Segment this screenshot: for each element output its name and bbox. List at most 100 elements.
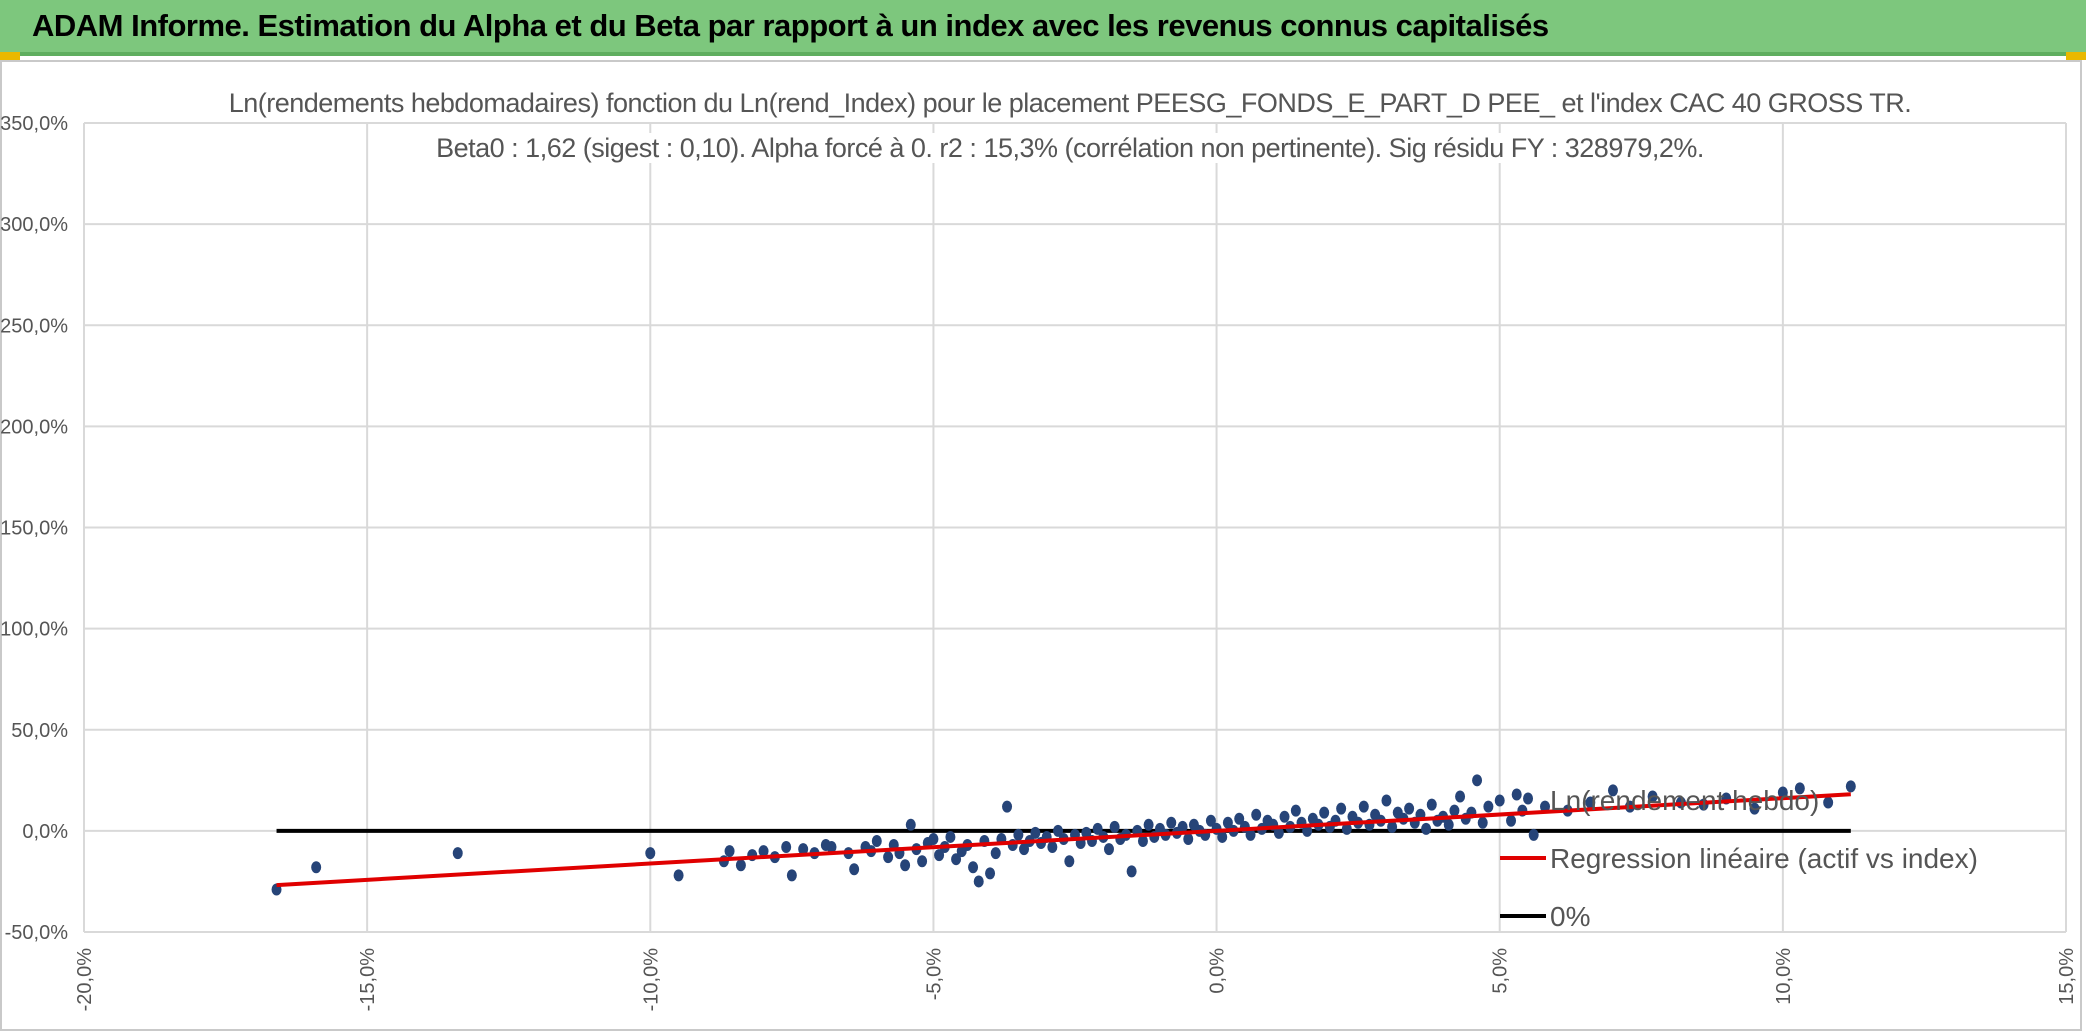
data-point [1823,796,1834,809]
data-point [1443,818,1454,831]
y-tick-label: 200,0% [0,416,68,438]
data-point [1336,802,1347,815]
x-tick-label: 5,0% [1490,948,1512,994]
x-tick-label: -10,0% [640,948,662,1012]
x-tick-label: 15,0% [2056,948,2078,1005]
data-point [1607,784,1618,797]
data-point [735,859,746,872]
report-header: ADAM Informe. Estimation du Alpha et du … [0,0,2086,56]
data-point [1794,782,1805,795]
data-point [905,818,916,831]
data-point [758,845,769,858]
y-tick-label: -50,0% [5,922,69,944]
data-point [1528,828,1539,841]
data-point [1387,820,1398,833]
data-point [645,847,656,860]
x-tick-label: -15,0% [357,948,379,1012]
corner-marker-left [0,52,20,60]
y-tick-label: 0,0% [22,821,68,843]
data-point [1251,808,1262,821]
y-tick-label: 350,0% [0,113,68,135]
data-point [1358,800,1369,813]
data-point [1777,786,1788,799]
data-point [798,843,809,856]
data-point [1319,806,1330,819]
y-tick-label: 150,0% [0,518,68,540]
data-point [900,859,911,872]
regression-line [276,792,1851,888]
data-point [934,849,945,862]
chart-title-line2-text: Beta0 : 1,62 (sigest : 0,10). Alpha forc… [428,133,1712,163]
data-point [781,841,792,854]
y-tick-label: 300,0% [0,214,68,236]
data-point [917,855,928,868]
data-point [1540,800,1551,813]
data-point [973,875,984,888]
y-tick-label: 250,0% [0,315,68,337]
legend-label: Regression linéaire (actif vs index) [1550,843,1978,874]
data-point [1103,843,1114,856]
chart-area [0,60,2082,1031]
data-point [951,853,962,866]
data-point [1426,798,1437,811]
data-point [673,869,684,882]
data-point [1143,818,1154,831]
data-point [1845,780,1856,793]
data-point [1585,796,1596,809]
data-point [1506,814,1517,827]
regression-line-series [276,792,1851,888]
x-tick-label: -5,0% [923,948,945,1000]
data-point [928,832,939,845]
data-point [1064,855,1075,868]
data-point [1245,828,1256,841]
data-point [968,861,979,874]
data-point [311,861,322,874]
data-point [990,847,1001,860]
data-point [985,867,996,880]
data-point [1279,810,1290,823]
data-point [883,851,894,864]
data-point [849,863,860,876]
data-point [1523,792,1534,805]
data-point [1477,816,1488,829]
data-point [1483,800,1494,813]
data-point [1081,826,1092,839]
chart-title-line1-text: Ln(rendements hebdomadaires) fonction du… [220,88,1920,118]
data-point [826,841,837,854]
data-point [1019,843,1030,856]
data-point [1472,774,1483,787]
y-tick-label: 50,0% [11,720,68,742]
chart-title-line2: Beta0 : 1,62 (sigest : 0,10). Alpha forc… [160,133,1980,164]
data-point [1013,828,1024,841]
x-axis-ticks: -20,0% -15,0% -10,0% -5,0% 0,0% 5,0% 10,0% 15,0… [74,948,2078,1012]
data-point [1137,834,1148,847]
data-point [945,830,956,843]
data-point [1177,820,1188,833]
data-point [1126,865,1137,878]
data-point [1421,822,1432,835]
data-point [1222,816,1233,829]
data-point [452,847,463,860]
data-point [1109,820,1120,833]
data-point [1381,794,1392,807]
data-point [724,845,735,858]
legend-label: 0% [1550,901,1590,932]
data-point [1749,802,1760,815]
data-point [1217,830,1228,843]
chart-legend: Ln(rendement hebdo) Regression linéaire (… [1500,785,1978,932]
data-point [1273,826,1284,839]
data-point [1647,790,1658,803]
data-point [1002,800,1013,813]
y-axis-ticks: -50,0% 0,0% 50,0% 100,0% 150,0% 200,0% 250,0% 3… [0,113,68,944]
chart-title-line1: Ln(rendements hebdomadaires) fonction du… [160,88,1980,119]
data-point [1404,802,1415,815]
report-title: ADAM Informe. Estimation du Alpha et du … [32,8,1549,43]
corner-marker-right [2066,52,2086,60]
data-point [786,869,797,882]
data-point [871,834,882,847]
x-tick-label: -20,0% [74,948,96,1012]
data-point [1030,826,1041,839]
data-point [1183,832,1194,845]
data-point [1053,824,1064,837]
